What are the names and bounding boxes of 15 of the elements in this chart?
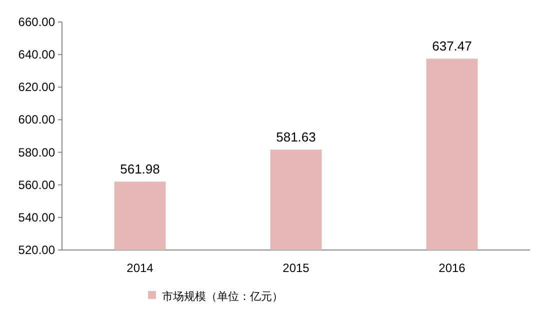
x-tick-label: 2015 [282, 261, 310, 275]
y-tick-label: 560.00 [18, 178, 56, 192]
data-label: 561.98 [120, 162, 160, 177]
y-tick-label: 520.00 [18, 243, 56, 257]
legend-label: 市场规模（单位：亿元） [162, 290, 283, 303]
y-tick-label: 540.00 [18, 210, 56, 224]
data-label: 581.63 [276, 130, 316, 145]
x-tick-label: 2014 [126, 261, 154, 275]
data-label: 637.47 [432, 38, 472, 54]
y-tick-label: 620.00 [18, 80, 56, 94]
y-tick-label: 660.00 [18, 15, 56, 29]
y-tick-label: 600.00 [18, 112, 56, 127]
y-tick-label: 580.00 [18, 145, 56, 160]
x-tick-label: 2016 [438, 261, 466, 275]
y-tick-label: 640.00 [18, 48, 56, 62]
